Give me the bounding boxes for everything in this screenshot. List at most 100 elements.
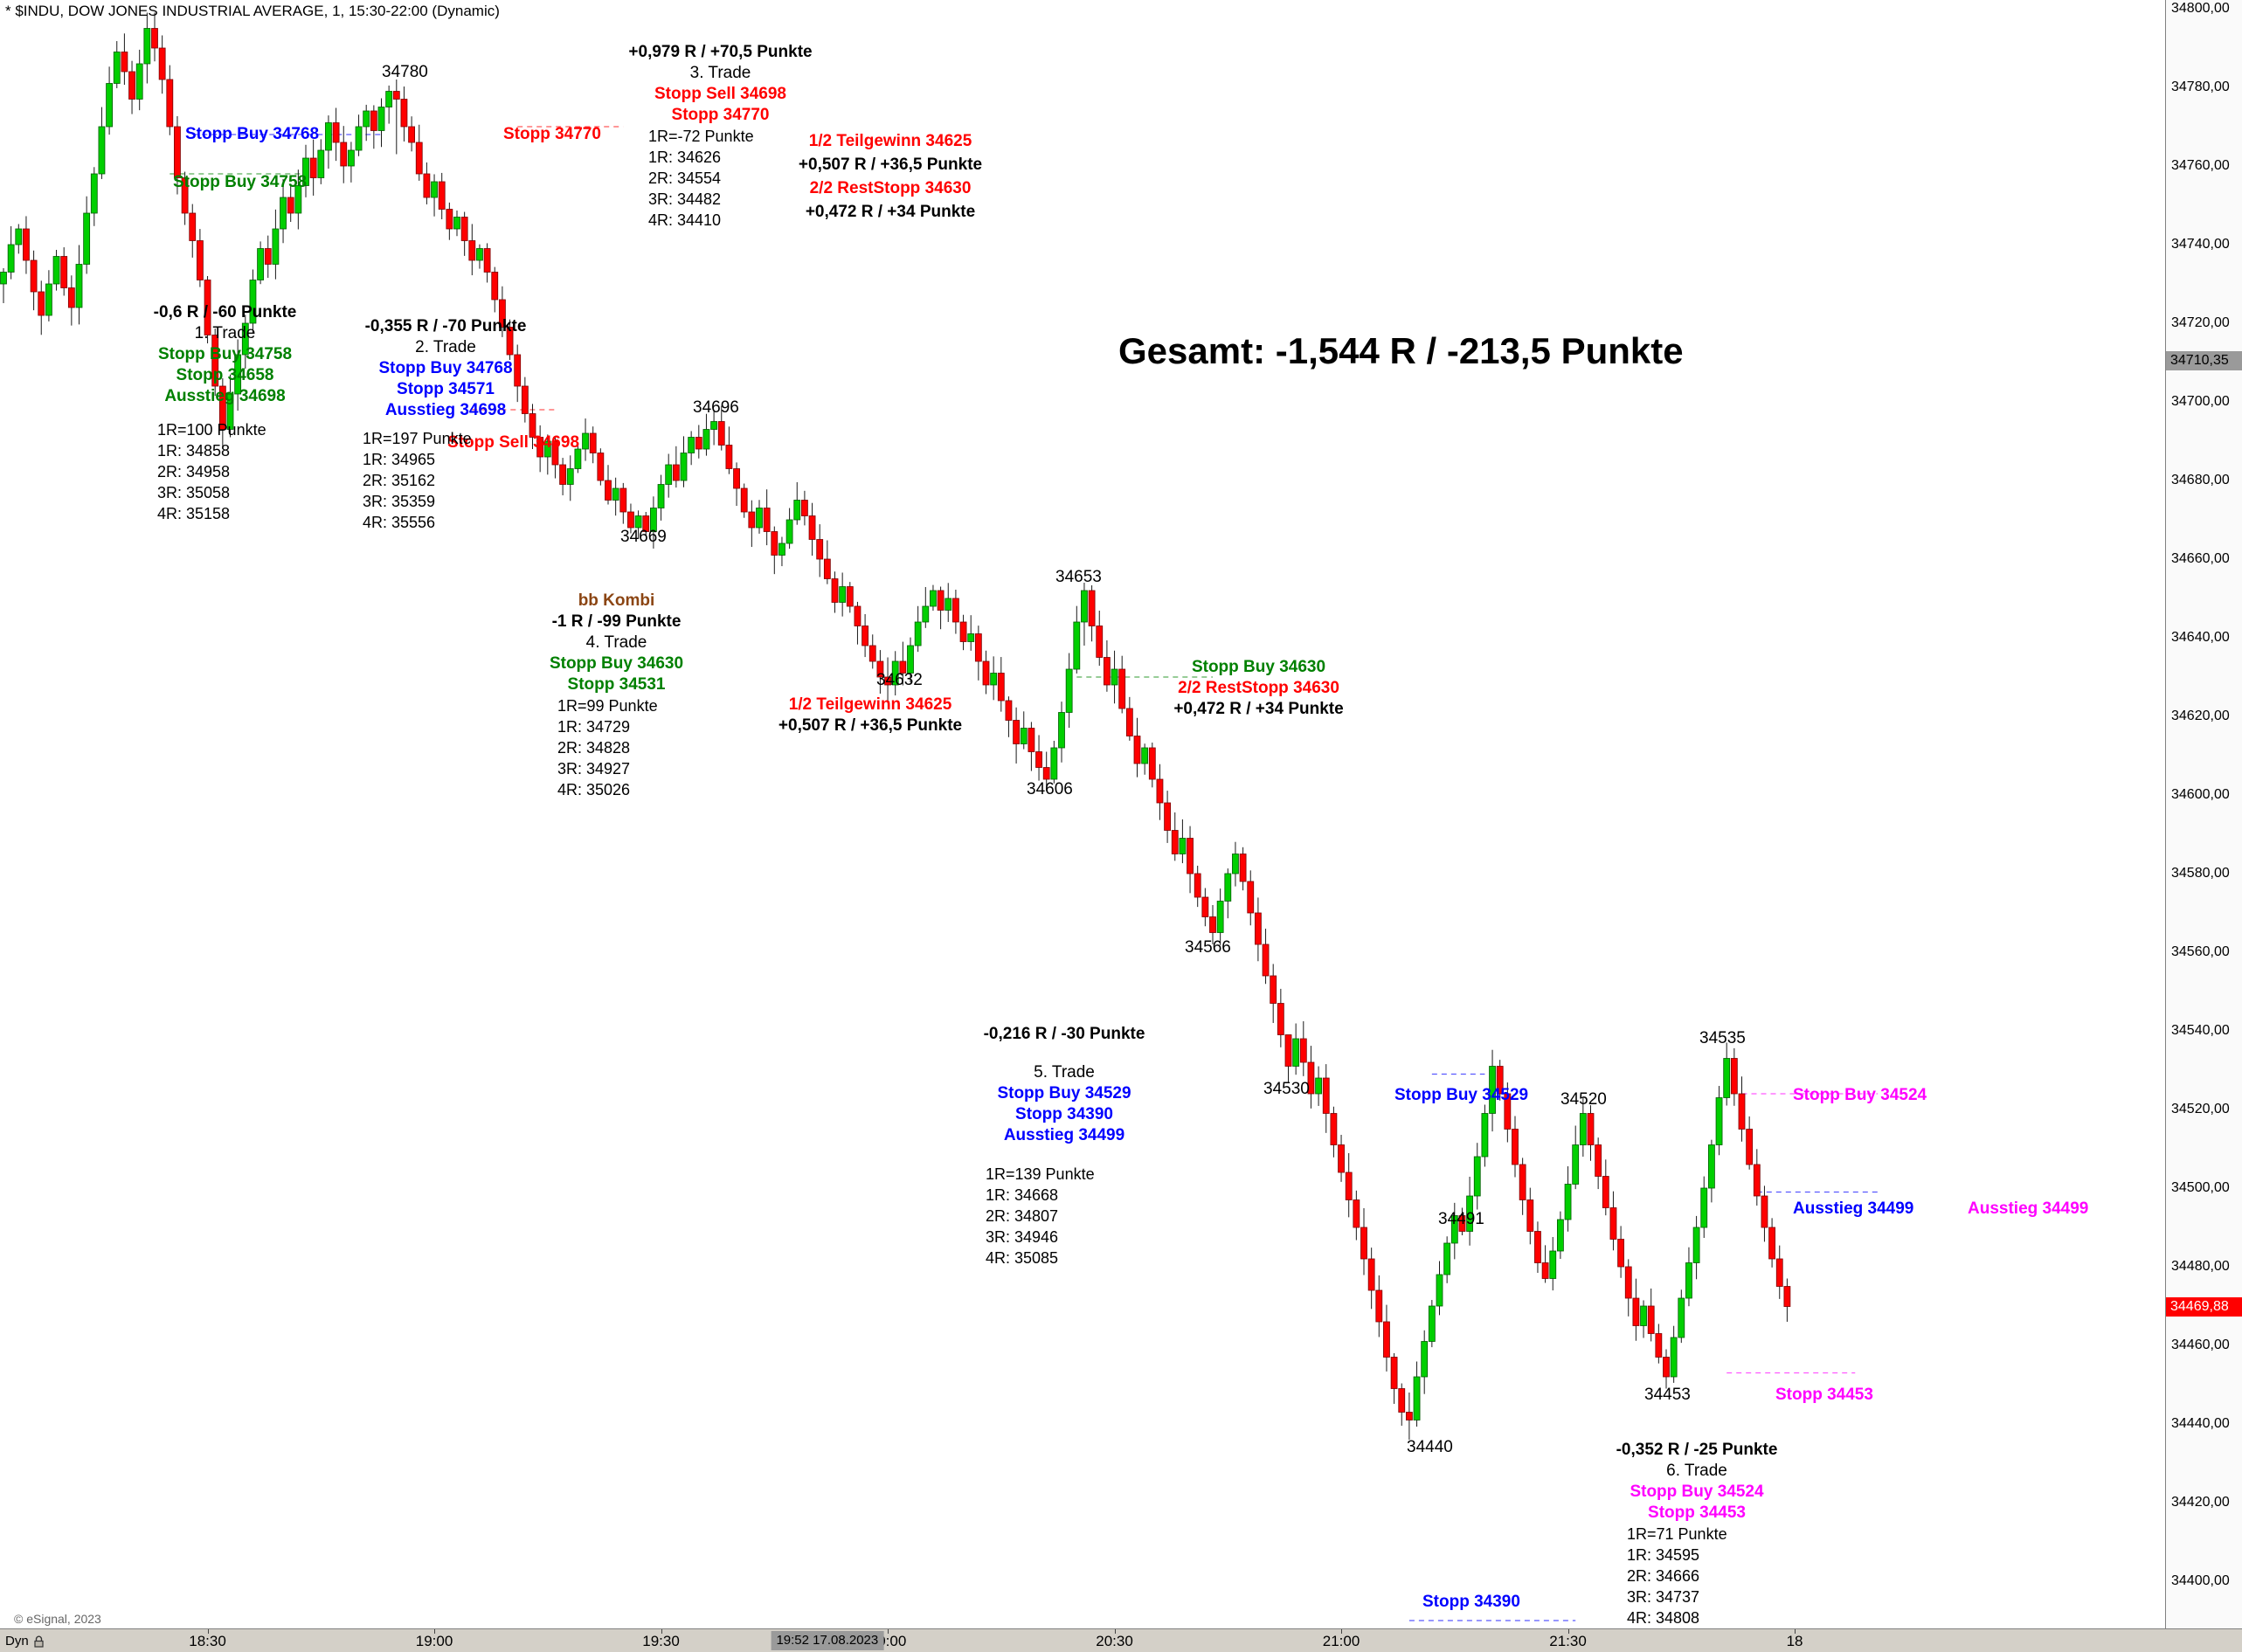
candle (226, 374, 234, 438)
time-tick-mark (434, 1629, 436, 1634)
candle (287, 186, 294, 222)
candle (1187, 826, 1194, 894)
candle (1255, 897, 1262, 962)
candle (1481, 1104, 1489, 1167)
price-tick-label: 34420,00 (2171, 1495, 2230, 1510)
candle (1609, 1191, 1617, 1251)
candle (363, 104, 370, 142)
time-tick-mark (1795, 1629, 1796, 1634)
candle (1512, 1116, 1519, 1178)
candle (30, 250, 38, 311)
candle (930, 584, 937, 611)
candle (1768, 1218, 1775, 1268)
candle (1723, 1042, 1731, 1106)
time-tick-mark (207, 1629, 209, 1634)
candle (1383, 1304, 1390, 1372)
candle (166, 65, 174, 135)
time-tick-label: 18:30 (189, 1633, 226, 1649)
candle (1602, 1159, 1609, 1216)
candle (899, 641, 907, 686)
candle (808, 502, 816, 556)
price-tick-label: 34800,00 (2171, 1, 2230, 16)
candle (1270, 964, 1277, 1023)
candle (1549, 1236, 1557, 1291)
candle (1730, 1047, 1738, 1106)
candle (605, 465, 612, 505)
candle (642, 512, 650, 536)
candle (1284, 1034, 1292, 1082)
candle (143, 12, 151, 84)
candle (0, 268, 7, 303)
candle (196, 229, 204, 287)
candle (325, 115, 332, 169)
candle (340, 126, 348, 183)
dyn-mode-control[interactable]: Dyn (5, 1634, 45, 1649)
candle (1277, 988, 1284, 1047)
candle (1194, 865, 1201, 908)
candle (733, 462, 740, 507)
candle (1035, 735, 1042, 781)
candle (1557, 1211, 1564, 1260)
candle (1587, 1105, 1595, 1161)
candle (634, 510, 642, 539)
candle (113, 41, 121, 88)
candle (612, 477, 619, 516)
candle (460, 211, 468, 256)
candle (90, 167, 98, 226)
time-tick-label: 21:30 (1549, 1633, 1587, 1649)
candle (1050, 740, 1058, 784)
candle (1443, 1236, 1451, 1283)
candle (1096, 610, 1104, 667)
candle (597, 448, 605, 486)
price-axis[interactable]: 34800,00 34780,00 34760,00 34740,00 34720,00… (2165, 0, 2242, 1628)
candle (1171, 812, 1179, 861)
candle (1390, 1352, 1398, 1404)
candle (1104, 639, 1111, 692)
candle (1632, 1278, 1640, 1341)
chart-panel[interactable]: * $INDU, DOW JONES INDUSTRIAL AVERAGE, 1… (0, 0, 2165, 1628)
candle (211, 328, 219, 397)
candle (778, 536, 785, 567)
candle (657, 474, 665, 521)
time-tick-label: 20:30 (1096, 1633, 1133, 1649)
candle (249, 269, 257, 334)
candle (1156, 764, 1164, 820)
time-tick-label: 19:30 (642, 1633, 680, 1649)
price-tick-label: 34540,00 (2171, 1023, 2230, 1038)
candle (937, 586, 945, 630)
price-tick-label: 34760,00 (2171, 158, 2230, 173)
candle (491, 266, 499, 313)
candle (816, 524, 824, 577)
candle (1042, 751, 1050, 791)
candle (1738, 1076, 1746, 1142)
candle (771, 526, 778, 575)
lock-icon[interactable] (33, 1635, 45, 1648)
candle (1458, 1207, 1466, 1235)
candle (60, 247, 68, 296)
price-tick-label: 34440,00 (2171, 1416, 2230, 1431)
candle (234, 339, 242, 411)
candle (272, 209, 280, 280)
candlestick-plot[interactable] (0, 0, 2165, 1628)
candle (1489, 1049, 1496, 1132)
candle (468, 224, 476, 276)
candle (536, 425, 544, 473)
time-axis[interactable]: Dyn 18:30 19:00 19:30 20:00 20:30 21:00 21:30 1… (0, 1628, 2242, 1652)
candle (264, 235, 272, 279)
candle (280, 178, 287, 244)
candle (785, 508, 793, 550)
candle (876, 650, 884, 694)
candle (1330, 1106, 1338, 1158)
candle (1640, 1300, 1647, 1338)
candle (1496, 1060, 1504, 1101)
candle (1647, 1288, 1655, 1342)
candle (566, 455, 574, 501)
candle (52, 250, 60, 291)
candle (294, 169, 302, 230)
candle (1746, 1116, 1754, 1170)
candle (763, 489, 771, 546)
candle (1624, 1259, 1632, 1317)
candle (158, 35, 166, 94)
candle (174, 115, 181, 195)
